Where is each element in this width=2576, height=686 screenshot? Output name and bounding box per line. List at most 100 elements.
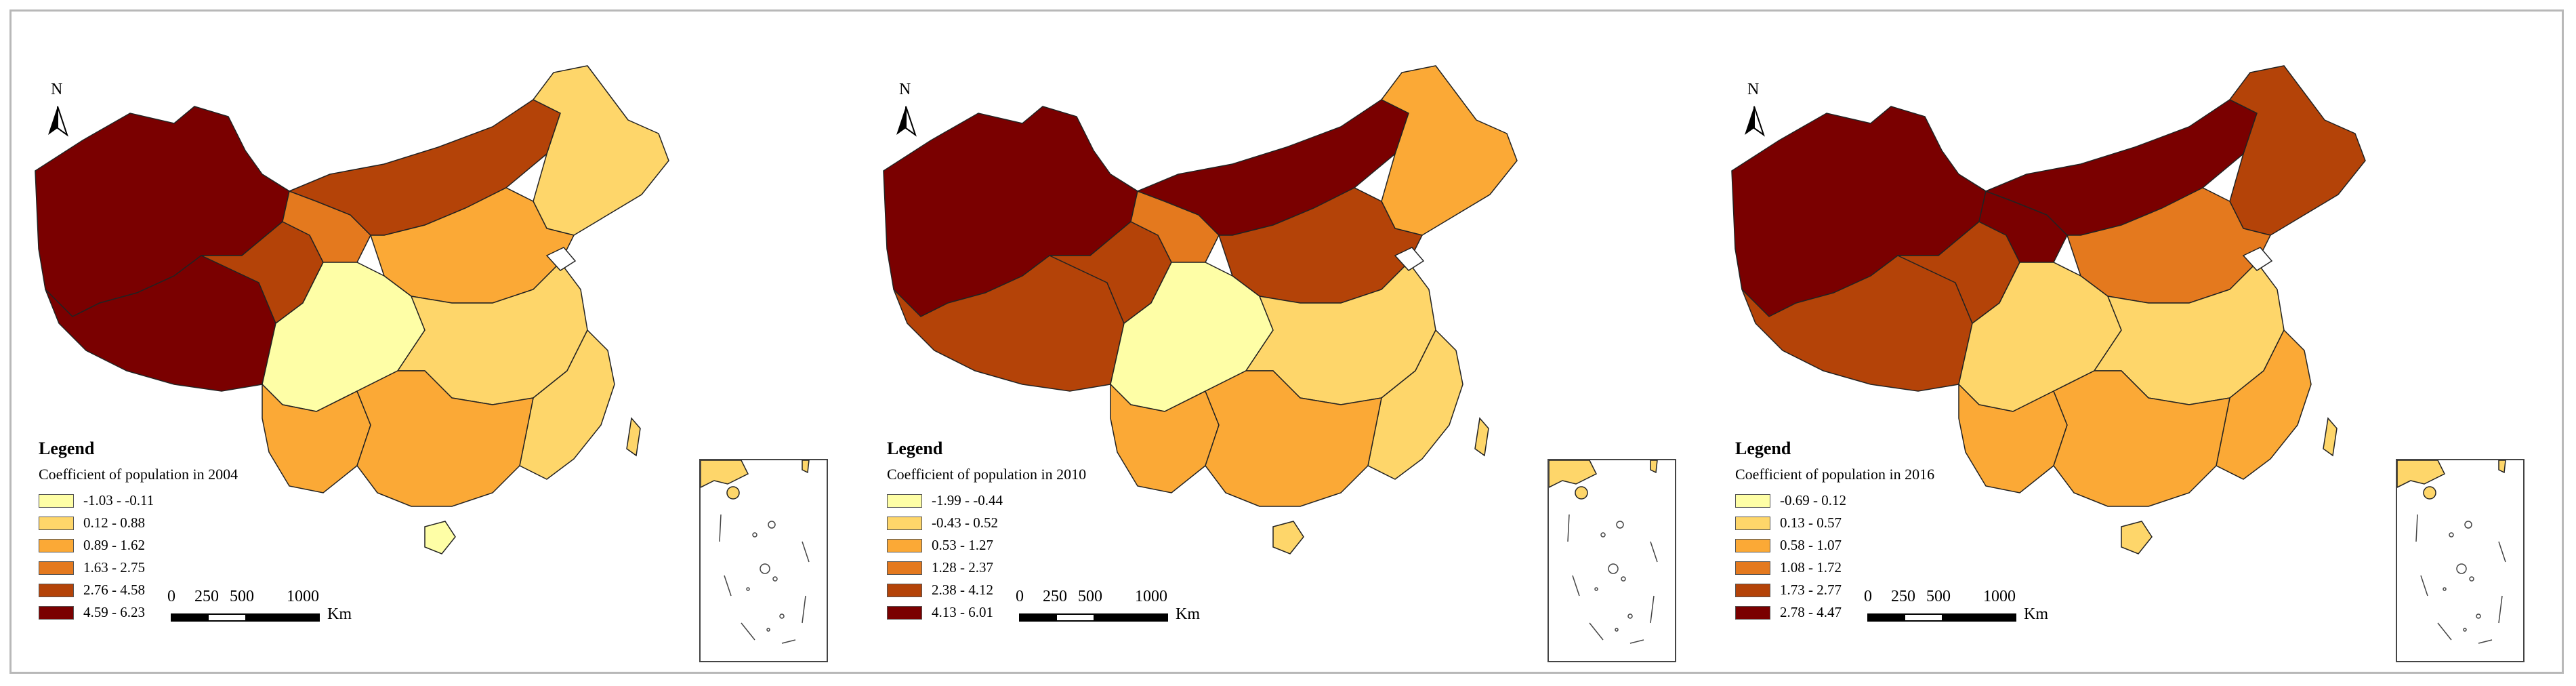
region-hainan bbox=[424, 521, 456, 554]
legend-range-label: -0.43 - 0.52 bbox=[932, 514, 998, 531]
legend-item: 0.53 - 1.27 bbox=[887, 534, 1003, 557]
china-map bbox=[35, 65, 669, 554]
legend-item: 1.28 - 2.37 bbox=[887, 557, 1003, 579]
legend-item: 2.38 - 4.12 bbox=[887, 579, 1003, 601]
scale-label-250: 250 bbox=[194, 588, 219, 605]
legend-range-label: 2.78 - 4.47 bbox=[1780, 604, 1842, 620]
legend-swatch bbox=[1735, 538, 1770, 552]
legend-swatch bbox=[39, 605, 74, 620]
region-hainan bbox=[1272, 521, 1304, 554]
legend-swatch bbox=[887, 516, 922, 530]
scale-label-500: 500 bbox=[1078, 588, 1102, 605]
inset-mainland bbox=[700, 460, 749, 489]
region-hainan bbox=[2121, 521, 2153, 554]
legend-item: 4.13 - 6.01 bbox=[887, 601, 1003, 624]
scale-label-1000: 1000 bbox=[1983, 588, 2016, 605]
inset-map bbox=[2396, 460, 2506, 644]
legend-range-label: 4.59 - 6.23 bbox=[83, 604, 145, 620]
region-southeast bbox=[519, 329, 615, 480]
legend-range-label: 0.53 - 1.27 bbox=[932, 537, 993, 553]
region-taiwan bbox=[626, 417, 641, 457]
legend-title: Legend bbox=[1735, 439, 1791, 458]
legend-item: 1.08 - 1.72 bbox=[1735, 557, 1846, 579]
legend-range-label: 0.58 - 1.07 bbox=[1780, 537, 1842, 553]
south-china-sea-inset bbox=[2396, 459, 2525, 662]
legend-swatch bbox=[1735, 493, 1770, 508]
north-label: N bbox=[1747, 81, 1760, 98]
legend-item: 1.73 - 2.77 bbox=[1735, 579, 1846, 601]
north-label: N bbox=[899, 81, 911, 98]
north-arrow-icon bbox=[896, 106, 917, 137]
legend-range-label: -1.03 - -0.11 bbox=[83, 492, 154, 508]
south-china-sea-inset bbox=[1547, 459, 1676, 662]
scale-bar bbox=[1867, 613, 2016, 622]
north-label: N bbox=[51, 81, 63, 98]
legend-range-label: 1.28 - 2.37 bbox=[932, 559, 993, 576]
scale-bar bbox=[171, 613, 320, 622]
legend-range-label: 2.38 - 4.12 bbox=[932, 582, 993, 598]
china-map bbox=[883, 65, 1518, 554]
legend-item: -0.43 - 0.52 bbox=[887, 512, 1003, 534]
legend-range-label: -1.99 - -0.44 bbox=[932, 492, 1003, 508]
north-arrow-icon bbox=[1745, 106, 1765, 137]
legend-swatch bbox=[887, 583, 922, 597]
legend-item: -1.03 - -0.11 bbox=[39, 489, 154, 512]
legend-subtitle: Coefficient of population in 2010 bbox=[887, 466, 1087, 483]
region-south bbox=[1205, 370, 1382, 507]
inset-islands bbox=[2415, 514, 2506, 644]
bohai-sea bbox=[2242, 247, 2273, 271]
legend-range-label: 0.12 - 0.88 bbox=[83, 514, 145, 531]
figure-frame: N Legend Coefficient of population in 20… bbox=[9, 9, 2564, 674]
scale-bar-labels: 0 250 500 1000 bbox=[1864, 588, 2081, 608]
legend-range-label: 1.73 - 2.77 bbox=[1780, 582, 1842, 598]
scale-bar-labels: 0 250 500 1000 bbox=[167, 588, 384, 608]
inset-mainland bbox=[1548, 460, 1598, 489]
scale-bar bbox=[1019, 613, 1168, 622]
legend-subtitle: Coefficient of population in 2016 bbox=[1735, 466, 1935, 483]
scale-bar-labels: 0 250 500 1000 bbox=[1016, 588, 1232, 608]
scale-label-500: 500 bbox=[1926, 588, 1951, 605]
legend-swatch bbox=[887, 538, 922, 552]
region-taiwan bbox=[1474, 417, 1489, 457]
legend-item: 4.59 - 6.23 bbox=[39, 601, 154, 624]
legend-title: Legend bbox=[39, 439, 95, 458]
legend-item: 2.76 - 4.58 bbox=[39, 579, 154, 601]
legend-item: 0.12 - 0.88 bbox=[39, 512, 154, 534]
legend-range-label: -0.69 - 0.12 bbox=[1780, 492, 1846, 508]
map-panel-2: N Legend Coefficient of population in 20… bbox=[867, 32, 1707, 669]
legend-range-label: 1.63 - 2.75 bbox=[83, 559, 145, 576]
legend-list: -1.03 - -0.11 0.12 - 0.88 0.89 - 1.62 1.63 … bbox=[39, 489, 154, 624]
legend-swatch bbox=[39, 583, 74, 597]
legend-item: 0.58 - 1.07 bbox=[1735, 534, 1846, 557]
map-panel-3: N Legend Coefficient of population in 20… bbox=[1715, 32, 2555, 669]
region-south bbox=[2053, 370, 2230, 507]
inset-hainan bbox=[1575, 486, 1588, 500]
region-northeast bbox=[1380, 65, 1518, 236]
legend-subtitle: Coefficient of population in 2004 bbox=[39, 466, 238, 483]
region-southeast bbox=[2216, 329, 2312, 480]
legend-item: -0.69 - 0.12 bbox=[1735, 489, 1846, 512]
scale-unit: Km bbox=[2024, 605, 2048, 623]
scale-label-1000: 1000 bbox=[287, 588, 319, 605]
inset-taiwan bbox=[2498, 460, 2506, 474]
region-inner-mongolia bbox=[1136, 99, 1409, 236]
inset-mainland bbox=[2396, 460, 2446, 489]
scale-label-500: 500 bbox=[230, 588, 254, 605]
scale-unit: Km bbox=[1176, 605, 1200, 623]
legend-range-label: 4.13 - 6.01 bbox=[932, 604, 993, 620]
legend-item: 1.63 - 2.75 bbox=[39, 557, 154, 579]
legend-swatch bbox=[887, 561, 922, 575]
legend-swatch bbox=[39, 538, 74, 552]
inset-taiwan bbox=[802, 460, 810, 474]
legend-list: -0.69 - 0.12 0.13 - 0.57 0.58 - 1.07 1.08 -… bbox=[1735, 489, 1846, 624]
legend-range-label: 1.08 - 1.72 bbox=[1780, 559, 1842, 576]
inset-map bbox=[1548, 460, 1658, 644]
legend-swatch bbox=[1735, 605, 1770, 620]
region-inner-mongolia bbox=[287, 99, 561, 236]
legend-title: Legend bbox=[887, 439, 943, 458]
scale-label-250: 250 bbox=[1891, 588, 1915, 605]
legend-item: 0.13 - 0.57 bbox=[1735, 512, 1846, 534]
legend-item: -1.99 - -0.44 bbox=[887, 489, 1003, 512]
scale-label-0: 0 bbox=[1016, 588, 1024, 605]
south-china-sea-inset bbox=[699, 459, 828, 662]
